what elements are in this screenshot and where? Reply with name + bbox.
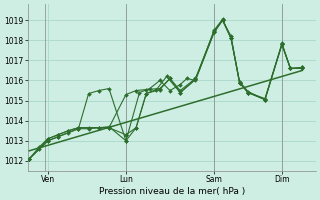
- X-axis label: Pression niveau de la mer( hPa ): Pression niveau de la mer( hPa ): [99, 187, 245, 196]
